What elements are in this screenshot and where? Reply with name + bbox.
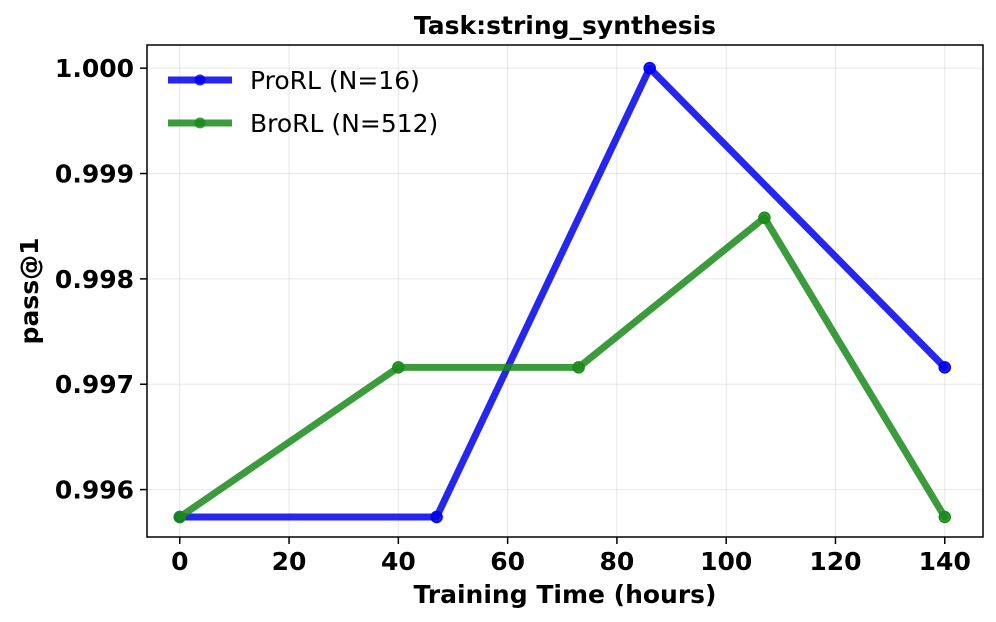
x-tick-label: 100 — [700, 547, 752, 576]
grid-lines — [147, 45, 983, 537]
legend-entry: ProRL (N=16) — [168, 66, 420, 95]
x-tick-label: 20 — [272, 547, 307, 576]
plot-frame — [146, 44, 984, 538]
legend-label: ProRL (N=16) — [250, 66, 420, 95]
data-point — [938, 510, 952, 524]
legend: ProRL (N=16) BroRL (N=512) — [168, 66, 438, 138]
x-axis-ticks: 0 20 40 60 80 100 120 140 — [171, 537, 971, 576]
x-tick-label: 60 — [490, 547, 525, 576]
data-point — [572, 361, 585, 374]
x-tick-label: 120 — [809, 547, 861, 576]
x-tick-label: 140 — [919, 547, 971, 576]
data-point — [938, 361, 952, 374]
y-tick-label: 0.998 — [55, 265, 134, 294]
series-0 — [173, 61, 952, 524]
legend-swatch-marker — [194, 117, 206, 129]
data-point — [758, 211, 771, 225]
y-tick-label: 0.996 — [55, 476, 134, 505]
y-tick-label: 0.997 — [55, 370, 134, 399]
series-line — [176, 64, 949, 521]
x-tick-label: 0 — [171, 547, 188, 576]
data-point — [643, 61, 656, 75]
y-axis-ticks: 0.996 0.997 0.998 0.999 1.000 — [55, 54, 147, 505]
series-layer — [173, 61, 952, 524]
data-point — [430, 510, 443, 524]
legend-label: BroRL (N=512) — [250, 109, 438, 138]
legend-entry: BroRL (N=512) — [168, 109, 438, 138]
x-axis-label: Training Time (hours) — [413, 580, 716, 609]
x-tick-label: 80 — [600, 547, 635, 576]
data-point — [392, 361, 405, 374]
data-point — [173, 510, 187, 524]
series-line — [176, 214, 949, 521]
legend-swatch-marker — [194, 74, 206, 86]
x-tick-label: 40 — [381, 547, 416, 576]
chart-title: Task:string_synthesis — [414, 11, 716, 40]
y-tick-label: 0.999 — [55, 160, 134, 189]
y-axis-label: pass@1 — [15, 238, 44, 345]
y-tick-label: 1.000 — [55, 54, 134, 83]
series-1 — [173, 211, 952, 524]
